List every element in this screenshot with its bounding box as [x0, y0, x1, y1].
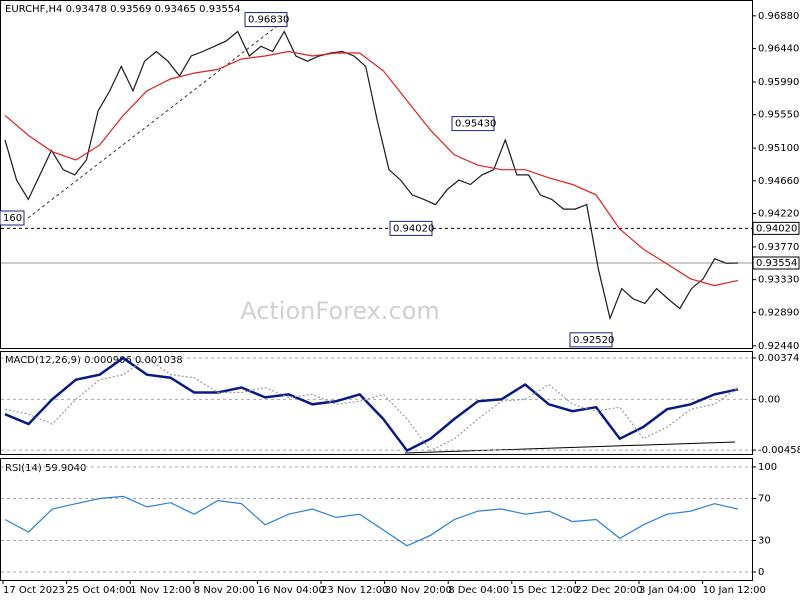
series-line	[4, 495, 739, 547]
y-tick-label: 0.96880	[758, 11, 799, 22]
annotation-label: 0.94020	[393, 223, 434, 234]
price-title: EURCHF,H4 0.93478 0.93569 0.93465 0.9355…	[5, 4, 241, 15]
x-tick-label: 1 Nov 12:00	[130, 585, 191, 596]
macd-trend-line	[404, 441, 736, 454]
y-tick-label: 0.93330	[758, 275, 799, 286]
series-line	[4, 30, 739, 321]
y-tick-label: 0.00	[758, 394, 780, 405]
y-tick-label: 30	[758, 536, 771, 547]
x-tick-label: 8 Dec 04:00	[448, 585, 509, 596]
y-tick-label: 100	[758, 462, 777, 473]
y-tick-label: 70	[758, 493, 771, 504]
x-tick-label: 23 Nov 12:00	[321, 585, 388, 596]
macd-panel	[0, 351, 753, 455]
annotation-label: 0.92520	[573, 335, 614, 346]
rsi-panel	[0, 458, 753, 581]
x-tick-label: 25 Oct 04:00	[67, 585, 132, 596]
price-panel	[0, 0, 753, 349]
y-tick-label: 0.92440	[758, 341, 799, 352]
x-tick-label: 8 Nov 20:00	[194, 585, 255, 596]
x-tick-label: 10 Jan 12:00	[703, 585, 766, 596]
series-line	[4, 50, 739, 287]
y-tick-label: 0.95550	[758, 110, 799, 121]
watermark: ActionForex.com	[240, 297, 440, 325]
annotation-label: 0.95430	[455, 119, 496, 130]
level-label: 0.93554	[756, 258, 797, 269]
y-tick-label: -0.004585	[758, 445, 800, 456]
series-line	[4, 356, 739, 453]
level-label-box	[752, 221, 800, 235]
y-tick-label: 0.96440	[758, 44, 799, 55]
x-tick-label: 30 Nov 20:00	[385, 585, 452, 596]
y-tick-label: 0.95990	[758, 77, 799, 88]
annotation-label: 160	[3, 213, 22, 224]
rsi-title: RSI(14) 59.9040	[5, 463, 86, 474]
x-tick-label: 15 Dec 12:00	[512, 585, 579, 596]
x-tick-label: 22 Dec 20:00	[575, 585, 642, 596]
x-tick-label: 3 Jan 04:00	[639, 585, 696, 596]
macd-title: MACD(12,26,9) 0.000906 0.001038	[5, 355, 183, 366]
annotation-box	[451, 116, 495, 132]
annotation-box	[244, 12, 288, 28]
series-line	[4, 357, 739, 452]
trend-line	[27, 19, 286, 219]
level-label: 0.94020	[756, 223, 797, 234]
y-tick-label: 0.94660	[758, 176, 799, 187]
level-label-box	[752, 256, 800, 270]
annotation-box	[0, 210, 25, 226]
y-tick-label: 0.003743	[758, 353, 800, 364]
y-tick-label: 0.95100	[758, 143, 799, 154]
y-tick-label: 0.93770	[758, 242, 799, 253]
x-tick-label: 17 Oct 2023	[3, 585, 65, 596]
y-tick-label: 0.94220	[758, 209, 799, 220]
x-tick-label: 16 Nov 04:00	[257, 585, 324, 596]
annotation-box	[389, 220, 433, 236]
y-tick-label: 0	[758, 567, 764, 578]
annotation-label: 0.96830	[248, 15, 289, 26]
annotation-box	[569, 332, 613, 348]
y-tick-label: 0.92890	[758, 307, 799, 318]
